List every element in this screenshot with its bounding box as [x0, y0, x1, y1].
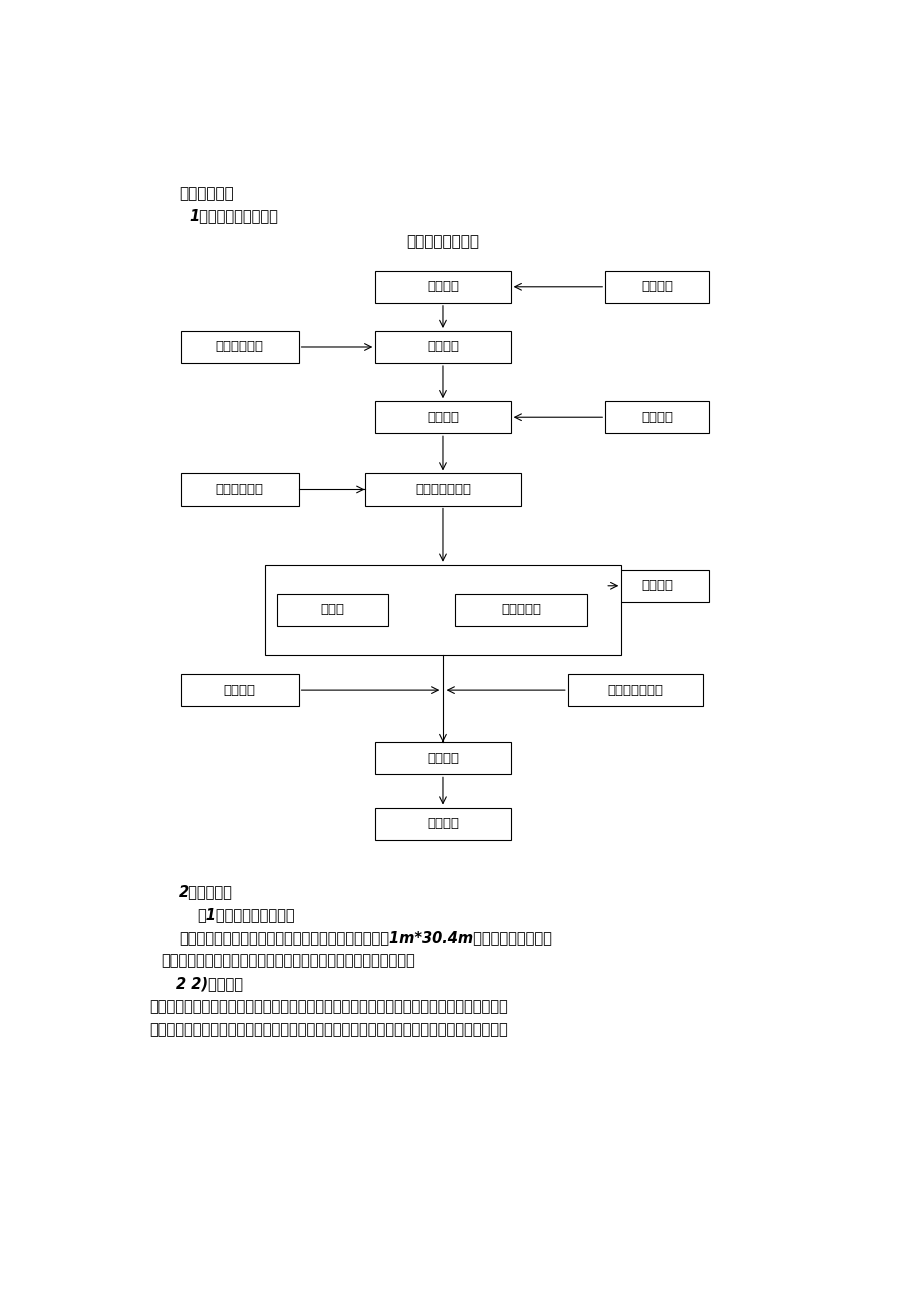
Text: 布置方案: 布置方案	[426, 280, 459, 293]
Text: 搅拌站安装调试: 搅拌站安装调试	[414, 483, 471, 496]
Text: 龙门吊安装: 龙门吊安装	[501, 603, 540, 616]
Text: 场地平整: 场地平整	[426, 340, 459, 353]
Text: 根据地形地势确定纵向轴线，进行地基平整，其尺寸为1m*30.4m对承载力不足进行强: 根据地形地势确定纵向轴线，进行地基平整，其尺寸为1m*30.4m对承载力不足进行…	[179, 930, 551, 945]
Bar	[364, 473, 521, 506]
Bar	[455, 594, 586, 625]
Bar	[181, 473, 299, 506]
Bar	[181, 331, 299, 364]
Text: 2、制梁台座: 2、制梁台座	[179, 883, 233, 899]
Text: 浇台座: 浇台座	[320, 603, 344, 616]
Text: 四、施工方案: 四、施工方案	[179, 186, 233, 202]
Text: 2 2)台座设置: 2 2)台座设置	[176, 976, 243, 992]
Text: 搅拌设备进场: 搅拌设备进场	[216, 483, 264, 496]
Bar	[605, 401, 708, 434]
Text: 预制场建设流程图: 预制场建设流程图	[406, 235, 479, 250]
Text: 吊车进场: 吊车进场	[641, 580, 672, 593]
Text: 注时应注意台座顶面的标高和平整度，并按设计要求预留反拱，按抛物线计算，精确放样，台: 注时应注意台座顶面的标高和平整度，并按设计要求预留反拱，按抛物线计算，精确放样，…	[149, 1023, 507, 1037]
Text: 工棚搭建: 工棚搭建	[426, 410, 459, 423]
Text: 材料进场: 材料进场	[223, 684, 255, 697]
Bar	[375, 331, 510, 364]
Bar	[277, 594, 387, 625]
Bar	[181, 674, 299, 706]
Text: 模板拼装: 模板拼装	[426, 752, 459, 765]
Bar	[265, 564, 620, 655]
Bar	[375, 743, 510, 774]
Bar	[375, 401, 510, 434]
Bar	[375, 271, 510, 302]
Text: 水电铺设: 水电铺设	[641, 410, 672, 423]
Text: 化处理，用片石和混凝土浇筑加强，并做好排水，防止地基软化。: 化处理，用片石和混凝土浇筑加强，并做好排水，防止地基软化。	[161, 952, 414, 968]
Text: 地基处理时先经过粗平，即可进行台座施工。用做好的木模板支模，然后进行混凝土浇注，浇: 地基处理时先经过粗平，即可进行台座施工。用做好的木模板支模，然后进行混凝土浇注，…	[149, 999, 507, 1014]
Bar	[605, 569, 708, 602]
Text: 第二批工人进场: 第二批工人进场	[607, 684, 663, 697]
Bar	[567, 674, 702, 706]
Text: 路基成型: 路基成型	[641, 280, 672, 293]
Text: （1）台座的地基处理：: （1）台座的地基处理：	[197, 907, 294, 921]
Text: 1、预制场建设流程图: 1、预制场建设流程图	[189, 208, 278, 224]
Bar	[605, 271, 708, 302]
Text: 制梁施工: 制梁施工	[426, 817, 459, 830]
Bar	[375, 808, 510, 839]
Text: 首批工人进场: 首批工人进场	[216, 340, 264, 353]
